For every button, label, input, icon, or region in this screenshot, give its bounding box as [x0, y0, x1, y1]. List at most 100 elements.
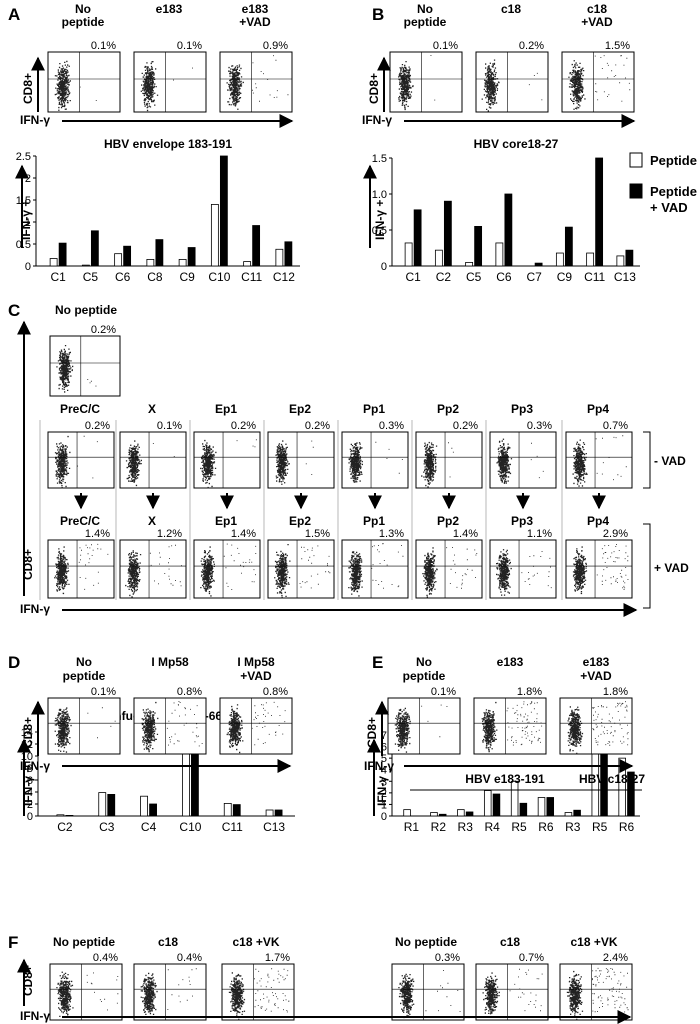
dot-cloud — [572, 544, 629, 595]
x-tick-label: C1 — [50, 270, 66, 284]
y-tick-label: 0.5 — [372, 225, 387, 237]
percent-label: 0.9% — [263, 40, 288, 52]
bar-peptide-vad — [149, 803, 157, 817]
row1-label: Ep1 — [215, 402, 237, 416]
dot-plot: 0.2% — [49, 324, 121, 397]
x-tick-label: R6 — [538, 820, 554, 834]
bar-peptide-vad — [219, 155, 228, 267]
condition-label: e183 — [583, 655, 610, 669]
condition-label: No peptide — [53, 935, 115, 949]
x-tick-label: C10 — [179, 820, 201, 834]
bar-peptide-vad — [123, 245, 132, 267]
row1-label: Pp3 — [511, 402, 533, 416]
percent-label: 0.4% — [93, 952, 118, 964]
x-tick-label: C8 — [147, 270, 163, 284]
dot-plot: 0.2% — [475, 40, 549, 113]
plot-frame — [267, 431, 335, 489]
percent-label: 1.8% — [603, 686, 628, 698]
percent-label: 1.1% — [527, 528, 552, 540]
dot-plot: 0.1% — [133, 40, 207, 113]
dot-cloud — [398, 970, 461, 1019]
dot-plot: 1.8% — [473, 686, 547, 755]
percent-label: 1.4% — [85, 528, 110, 540]
y-axis-label-cd8: CD8+ — [365, 717, 379, 748]
bar-peptide-vad — [519, 802, 528, 817]
y-axis-label: IFN-γ + — [375, 766, 389, 806]
dot-cloud — [348, 543, 404, 597]
percent-label: 0.1% — [91, 686, 116, 698]
dot-plot: 1.4% — [193, 528, 261, 599]
row1-label: Pp4 — [587, 402, 609, 416]
x-tick-label: C5 — [83, 270, 99, 284]
x-tick-label: R6 — [619, 820, 635, 834]
bar-peptide — [457, 809, 465, 817]
percent-label: 0.8% — [263, 686, 288, 698]
row1-label: Ep2 — [289, 402, 311, 416]
dot-cloud — [566, 967, 629, 1021]
bar-peptide — [81, 264, 90, 267]
percent-label: 1.5% — [305, 528, 330, 540]
dot-cloud — [141, 701, 203, 753]
y-tick-label: 8 — [27, 763, 33, 775]
condition-label: e183 — [497, 655, 524, 669]
dot-plot: 1.2% — [119, 528, 187, 599]
percent-label: 0.2% — [453, 420, 478, 432]
percent-label: 1.7% — [265, 952, 290, 964]
dot-plot: 0.1% — [47, 40, 121, 113]
y-tick-label: 0.5 — [16, 239, 31, 251]
bar-peptide — [140, 795, 148, 817]
bar-peptide — [243, 261, 252, 267]
x-tick-label: R1 — [404, 820, 420, 834]
percent-label: 0.1% — [433, 40, 458, 52]
bar-peptide — [275, 248, 284, 267]
bar-peptide — [616, 255, 625, 267]
row1-label: X — [148, 402, 156, 416]
bar-peptide-vad — [443, 200, 452, 267]
dot-cloud — [482, 968, 543, 1015]
chart-title: HBV envelope 183-191 — [104, 137, 232, 151]
condition-label: c18 — [587, 2, 607, 16]
dot-plot: 0.2% — [267, 420, 335, 489]
bar-peptide-vad — [252, 225, 261, 267]
y-axis-label-cd8: CD8+ — [21, 73, 35, 104]
x-tick-label: R3 — [458, 820, 474, 834]
dot-cloud — [56, 345, 97, 393]
bar-peptide — [564, 812, 573, 817]
percent-label: 0.7% — [603, 420, 628, 432]
dot-plot: 1.5% — [267, 528, 335, 599]
dot-cloud — [275, 440, 314, 485]
percent-label: 1.4% — [231, 528, 256, 540]
condition-label: No — [416, 655, 432, 669]
dot-cloud — [140, 968, 197, 1018]
condition-label: peptide — [404, 15, 447, 29]
dot-plot: 0.3% — [489, 420, 557, 489]
panel-letter-e: E — [372, 653, 383, 672]
bar-peptide — [586, 252, 595, 267]
panel-letter-f: F — [8, 933, 18, 952]
bar-peptide-vad — [465, 811, 474, 817]
row1-label: PreC/C — [60, 402, 100, 416]
panel-letter-c: C — [8, 301, 20, 320]
dot-plot: 1.3% — [341, 528, 409, 599]
dot-cloud — [56, 971, 119, 1018]
dot-cloud — [54, 543, 109, 595]
x-tick-label: R5 — [511, 820, 527, 834]
condition-label: No — [417, 2, 433, 16]
percent-label: 1.8% — [517, 686, 542, 698]
x-tick-label: R4 — [484, 820, 500, 834]
y-tick-label: 6 — [381, 742, 387, 754]
y-axis-label-cd8: CD8+ — [21, 717, 35, 748]
y-tick-label: 0 — [27, 811, 33, 823]
dot-cloud — [274, 544, 331, 599]
x-tick-label: C7 — [526, 270, 542, 284]
x-tick-label: C4 — [141, 820, 157, 834]
condition-label: +VAD — [239, 15, 271, 29]
panel-letter-d: D — [8, 653, 20, 672]
bar-peptide-vad — [65, 815, 74, 817]
dot-cloud — [398, 55, 436, 111]
x-axis-label-ifn: IFN-γ — [362, 113, 392, 127]
row2-label: X — [148, 514, 156, 528]
x-tick-label: C6 — [496, 270, 512, 284]
chart-title: HBV core18-27 — [474, 137, 559, 151]
